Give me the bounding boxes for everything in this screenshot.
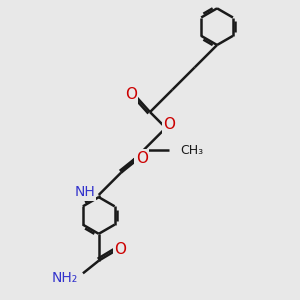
Text: NH₂: NH₂ bbox=[52, 271, 78, 285]
Text: NH: NH bbox=[74, 185, 95, 200]
Text: CH₃: CH₃ bbox=[180, 144, 203, 157]
Text: O: O bbox=[125, 87, 137, 102]
Text: O: O bbox=[114, 242, 126, 257]
Text: O: O bbox=[136, 151, 148, 166]
Text: O: O bbox=[164, 117, 175, 132]
